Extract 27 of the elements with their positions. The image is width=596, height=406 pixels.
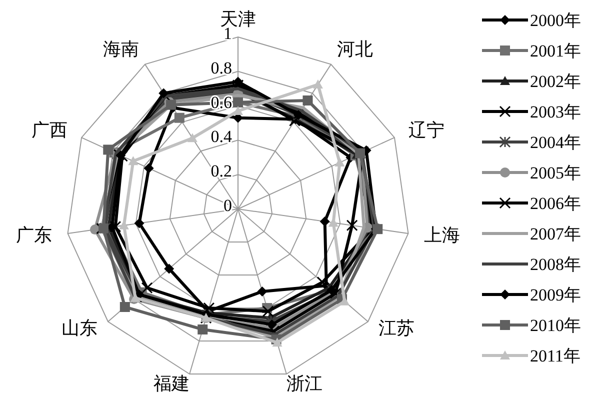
legend-label: 2003年: [530, 102, 581, 122]
legend-label: 2007年: [530, 224, 581, 244]
spoke-label: 上海: [424, 224, 460, 245]
legend-label: 2006年: [530, 194, 581, 213]
legend-label: 2005年: [530, 164, 581, 182]
legend-label: 2004年: [530, 133, 581, 152]
spoke-label: 河北: [336, 39, 373, 60]
spoke-label: 福建: [153, 374, 190, 394]
legend-label: 2002年: [530, 72, 581, 91]
legend-label: 2010年: [530, 316, 581, 335]
y-tick-label: 0.8: [210, 58, 232, 78]
y-tick-label: 0.4: [210, 127, 232, 146]
spoke-label: 广东: [16, 224, 52, 245]
legend-label: 2011年: [530, 346, 580, 366]
y-tick-label: 0.2: [210, 162, 232, 181]
spoke-label: 天津: [220, 9, 256, 29]
spoke-label: 海南: [103, 39, 140, 60]
spoke-label: 山东: [61, 318, 98, 338]
legend-label: 2001年: [530, 42, 581, 60]
legend-label: 2000年: [530, 11, 581, 30]
spoke-label: 辽宁: [408, 120, 444, 140]
spoke-label: 广西: [32, 120, 68, 140]
legend-label: 2008年: [530, 255, 581, 274]
legend-label: 2009年: [530, 286, 581, 304]
y-tick-label: 0: [224, 196, 232, 215]
spoke-label: 浙江: [286, 374, 323, 394]
spoke-label: 江苏: [378, 318, 415, 338]
